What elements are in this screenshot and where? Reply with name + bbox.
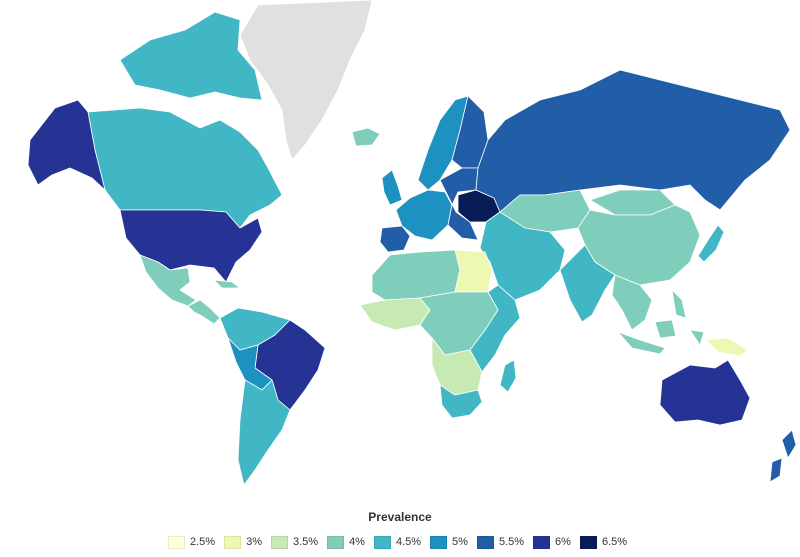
legend-swatch	[533, 535, 551, 549]
world-choropleth-map	[27, 0, 797, 486]
region-south-africa[interactable]	[439, 384, 483, 419]
region-canada[interactable]	[87, 107, 283, 229]
legend-item[interactable]: 2.5%	[168, 535, 216, 549]
legend-swatch	[373, 535, 391, 549]
legend-label: 6%	[555, 536, 571, 548]
legend-item[interactable]: 5.5%	[476, 535, 525, 549]
legend-label: 4.5%	[395, 536, 422, 548]
legend-title: Prevalence	[368, 510, 432, 524]
legend-label: 5%	[452, 536, 468, 548]
region-papua-new-guinea[interactable]	[705, 337, 749, 357]
legend-swatch	[430, 535, 448, 549]
legend-swatch	[327, 535, 345, 549]
region-egypt[interactable]	[454, 249, 493, 293]
legend-item[interactable]: 4%	[327, 535, 365, 549]
region-central-america[interactable]	[187, 279, 241, 325]
legend-item[interactable]: 6%	[533, 535, 571, 549]
legend-swatch	[476, 535, 494, 549]
region-east-africa[interactable]	[469, 284, 521, 373]
region-mexico[interactable]	[139, 254, 197, 307]
region-greenland[interactable]	[239, 0, 373, 161]
legend-label: 5.5%	[498, 536, 525, 548]
legend-swatch	[168, 535, 185, 549]
region-new-zealand[interactable]	[769, 429, 797, 483]
legend-label: 3%	[246, 536, 262, 548]
legend-item[interactable]: 6.5%	[579, 535, 628, 549]
region-southeast-asia[interactable]	[611, 274, 687, 331]
region-india[interactable]	[559, 244, 616, 323]
legend-label: 3.5%	[292, 536, 319, 548]
region-alaska[interactable]	[27, 99, 106, 191]
legend-swatch	[579, 535, 597, 549]
region-canadian-arctic[interactable]	[119, 11, 263, 101]
region-iceland[interactable]	[351, 127, 381, 147]
region-north-africa[interactable]	[371, 249, 461, 301]
legend-swatch	[270, 535, 288, 549]
region-indonesia[interactable]	[617, 319, 705, 355]
legend-item[interactable]: 3%	[224, 535, 262, 549]
legend-label: 4%	[349, 536, 365, 548]
region-madagascar[interactable]	[499, 359, 517, 393]
region-argentina-chile[interactable]	[237, 379, 291, 486]
legend-item[interactable]: 3.5%	[270, 535, 319, 549]
region-australia[interactable]	[659, 359, 751, 426]
region-uk[interactable]	[381, 169, 403, 206]
legend-label: 6.5%	[601, 536, 628, 548]
legend: 2.5% 3% 3.5% 4% 4.5% 5% 5.5% 6% 6.5%	[168, 534, 627, 550]
legend-swatch	[224, 535, 242, 549]
legend-label: 2.5%	[190, 536, 216, 548]
region-west-africa[interactable]	[359, 297, 431, 331]
region-japan[interactable]	[697, 224, 725, 263]
legend-item[interactable]: 4.5%	[373, 535, 422, 549]
legend-item[interactable]: 5%	[430, 535, 468, 549]
region-iberia[interactable]	[379, 225, 411, 253]
